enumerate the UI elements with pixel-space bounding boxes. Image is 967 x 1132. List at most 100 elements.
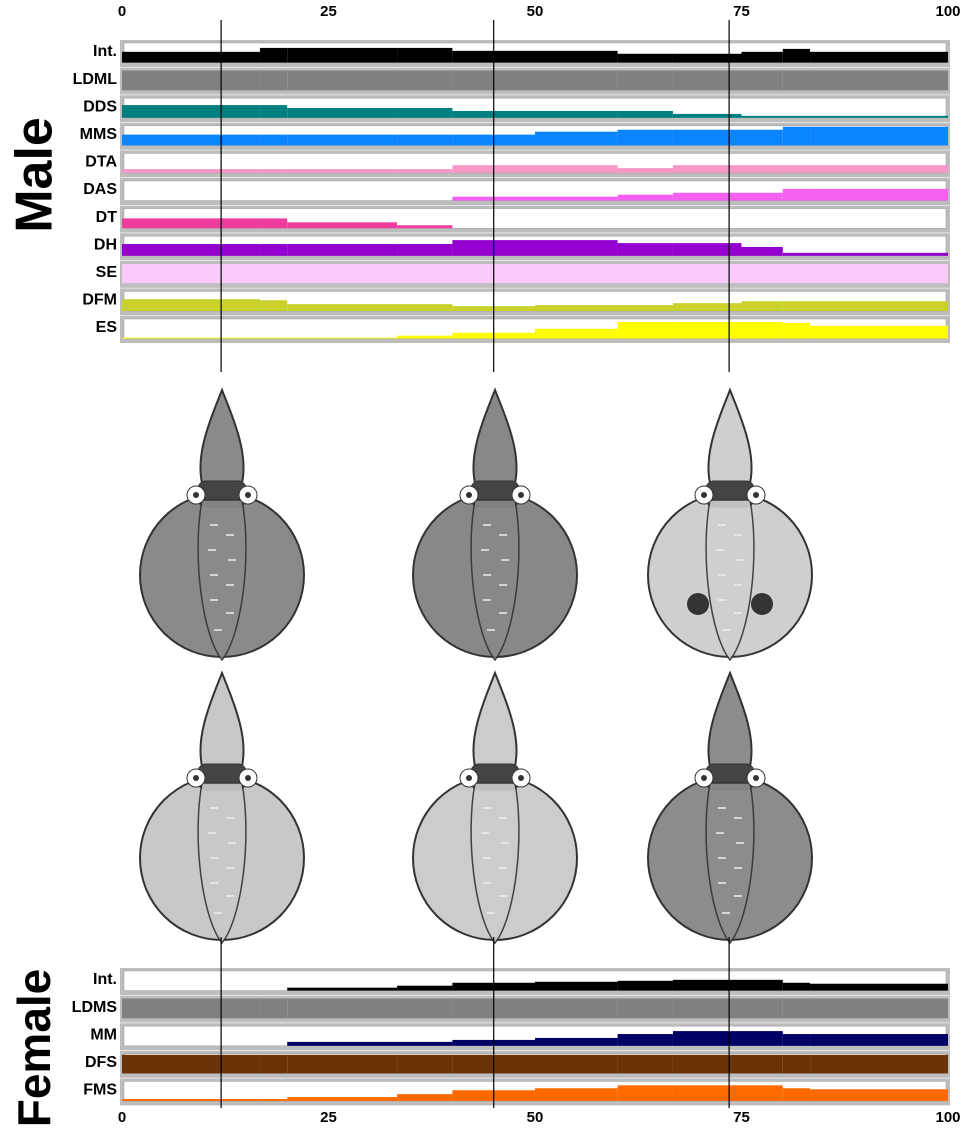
step-segment [673, 303, 742, 311]
step-segment [742, 71, 783, 91]
step-segment [122, 169, 260, 173]
step-segment [260, 999, 287, 1019]
row-label: DFS [85, 1054, 117, 1071]
step-segment [535, 240, 618, 256]
step-segment [742, 301, 783, 311]
step-segment [673, 71, 742, 91]
step-segment [287, 338, 397, 339]
step-segment [260, 169, 287, 173]
step-segment [810, 1089, 948, 1101]
step-segment [783, 301, 810, 311]
step-segment [287, 48, 397, 63]
step-segment [810, 189, 948, 201]
step-segment [783, 49, 810, 63]
x-tick-label: 50 [527, 1109, 544, 1126]
squid-drawing [648, 673, 812, 943]
step-segment [122, 218, 260, 228]
step-segment [783, 983, 810, 991]
step-segment [742, 264, 783, 284]
step-segment [783, 999, 810, 1019]
step-segment [810, 253, 948, 256]
step-segment [783, 1088, 810, 1101]
step-segment [618, 1034, 673, 1046]
step-segment [618, 71, 673, 91]
step-segment [260, 300, 287, 311]
step-segment [783, 189, 810, 201]
step-segment [618, 195, 673, 201]
step-segment [742, 1031, 783, 1046]
step-segment [742, 980, 783, 991]
panel-title: Female [8, 969, 60, 1128]
step-segment [783, 165, 810, 173]
step-segment [618, 322, 673, 339]
step-segment [673, 114, 742, 118]
step-segment [618, 54, 673, 63]
step-segment [397, 999, 452, 1019]
step-segment [535, 71, 618, 91]
step-segment [810, 116, 948, 118]
step-segment [122, 1055, 260, 1074]
step-segment [397, 225, 452, 228]
x-tick-label: 25 [320, 3, 337, 20]
step-segment [742, 116, 783, 118]
squid-drawing [413, 673, 577, 943]
page: {"chart_data": [ {"type": "step", "title… [0, 0, 967, 1132]
step-segment [535, 132, 618, 146]
step-segment [122, 52, 260, 63]
step-segment [742, 247, 783, 256]
step-segment [783, 127, 810, 146]
step-segment [810, 984, 948, 991]
step-segment [287, 999, 397, 1019]
step-segment [397, 264, 452, 284]
row-label: DAS [83, 181, 117, 198]
step-segment [810, 1034, 948, 1046]
step-segment [122, 299, 260, 311]
spot [687, 593, 709, 615]
step-segment [618, 981, 673, 991]
step-segment [618, 130, 673, 146]
x-tick-label: 50 [527, 3, 544, 20]
step-segment [673, 264, 742, 284]
x-tick-label: 75 [733, 1109, 750, 1126]
step-segment [783, 116, 810, 118]
step-segment [783, 1034, 810, 1046]
step-segment [810, 264, 948, 284]
step-segment [287, 1055, 397, 1074]
figure: MaleInt.LDMLDDSMMSDTADASDTDHSEDFMES02550… [0, 0, 967, 1132]
step-segment [673, 322, 742, 339]
panel-title: Male [6, 117, 64, 233]
step-segment [673, 54, 742, 63]
step-segment [783, 71, 810, 91]
step-segment [397, 71, 452, 91]
step-segment [260, 244, 287, 256]
step-segment [397, 108, 452, 118]
step-segment [535, 165, 618, 173]
step-segment [783, 1055, 810, 1074]
step-segment [618, 243, 673, 256]
step-segment [397, 1094, 452, 1101]
step-segment [535, 1055, 618, 1074]
step-segment [810, 165, 948, 173]
step-segment [260, 338, 287, 339]
row-label: DDS [83, 98, 117, 115]
step-segment [122, 105, 260, 118]
step-segment [260, 1099, 287, 1101]
step-segment [673, 999, 742, 1019]
step-segment [810, 301, 948, 311]
row-label: DH [94, 236, 117, 253]
x-tick-label: 100 [935, 1109, 960, 1126]
step-segment [810, 127, 948, 146]
step-segment [783, 264, 810, 284]
step-segment [122, 999, 260, 1019]
step-segment [287, 1042, 397, 1046]
x-tick-label: 75 [733, 3, 750, 20]
squid-drawing [140, 673, 304, 943]
row-label: Int. [93, 971, 117, 988]
step-segment [287, 108, 397, 118]
step-segment [122, 264, 260, 284]
step-segment [260, 218, 287, 228]
step-segment [535, 264, 618, 284]
step-segment [287, 264, 397, 284]
step-segment [260, 1055, 287, 1074]
